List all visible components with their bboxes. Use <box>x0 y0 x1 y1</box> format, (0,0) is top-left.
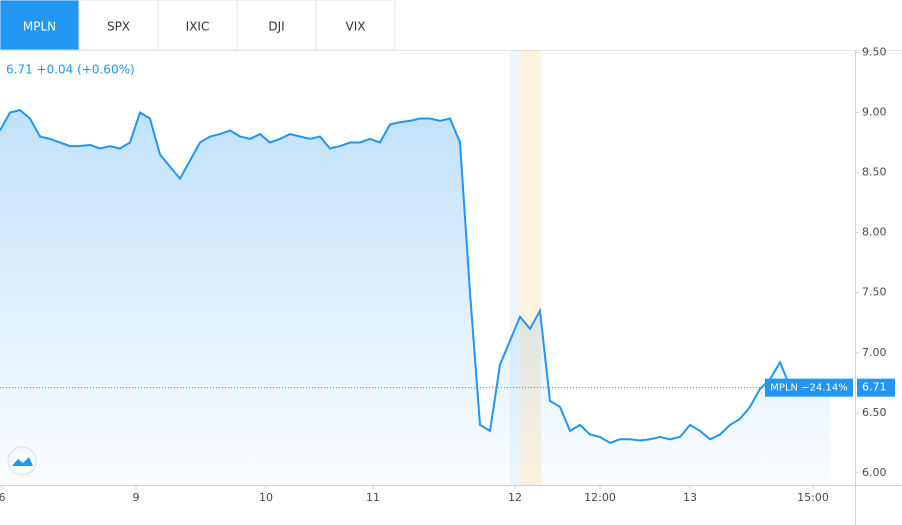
y-tick-label: 8.00 <box>862 226 887 239</box>
x-tick-label: 11 <box>366 491 380 504</box>
tab[interactable] <box>236 0 317 51</box>
tab-label[interactable]: SPX <box>107 20 130 34</box>
tab[interactable] <box>0 0 80 51</box>
y-tick-label: 6.00 <box>862 466 887 479</box>
price-axis-box <box>857 378 895 397</box>
x-tick-label: 6 <box>0 491 6 504</box>
area <box>0 110 830 485</box>
y-tick-label: 7.00 <box>862 346 887 359</box>
y-tick-label: 7.50 <box>862 286 887 299</box>
tab-label[interactable]: VIX <box>346 20 366 34</box>
price-axis-label: 6.71 <box>862 381 887 394</box>
tab-label[interactable]: MPLN <box>23 20 56 34</box>
tab-bar: MPLN SPX IXIC DJI VIX <box>0 0 396 51</box>
y-tick-label: 9.50 <box>862 45 887 58</box>
tab[interactable] <box>315 0 396 51</box>
tab-label[interactable]: IXIC <box>186 20 210 34</box>
x-tick-label: 13 <box>683 491 697 504</box>
y-tick-label: 9.00 <box>862 105 887 118</box>
x-tick-label: 12 <box>508 491 522 504</box>
x-tick-label: 12:00 <box>584 491 616 504</box>
x-tick-label: 15:00 <box>797 491 829 504</box>
y-tick-label: 8.50 <box>862 166 887 179</box>
tab[interactable] <box>157 0 238 51</box>
price-header: 6.71 +0.04 (+0.60%) <box>6 63 135 77</box>
price-line <box>0 109 831 445</box>
y-tick-label: 6.50 <box>862 406 887 419</box>
price-tag-box <box>765 378 853 397</box>
tab-label[interactable]: DJI <box>268 20 284 34</box>
price-tag: MPLN −24.14% <box>770 383 847 394</box>
x-tick-label: 9 <box>133 491 140 504</box>
session-band <box>510 50 520 485</box>
x-tick-label: 10 <box>259 491 273 504</box>
